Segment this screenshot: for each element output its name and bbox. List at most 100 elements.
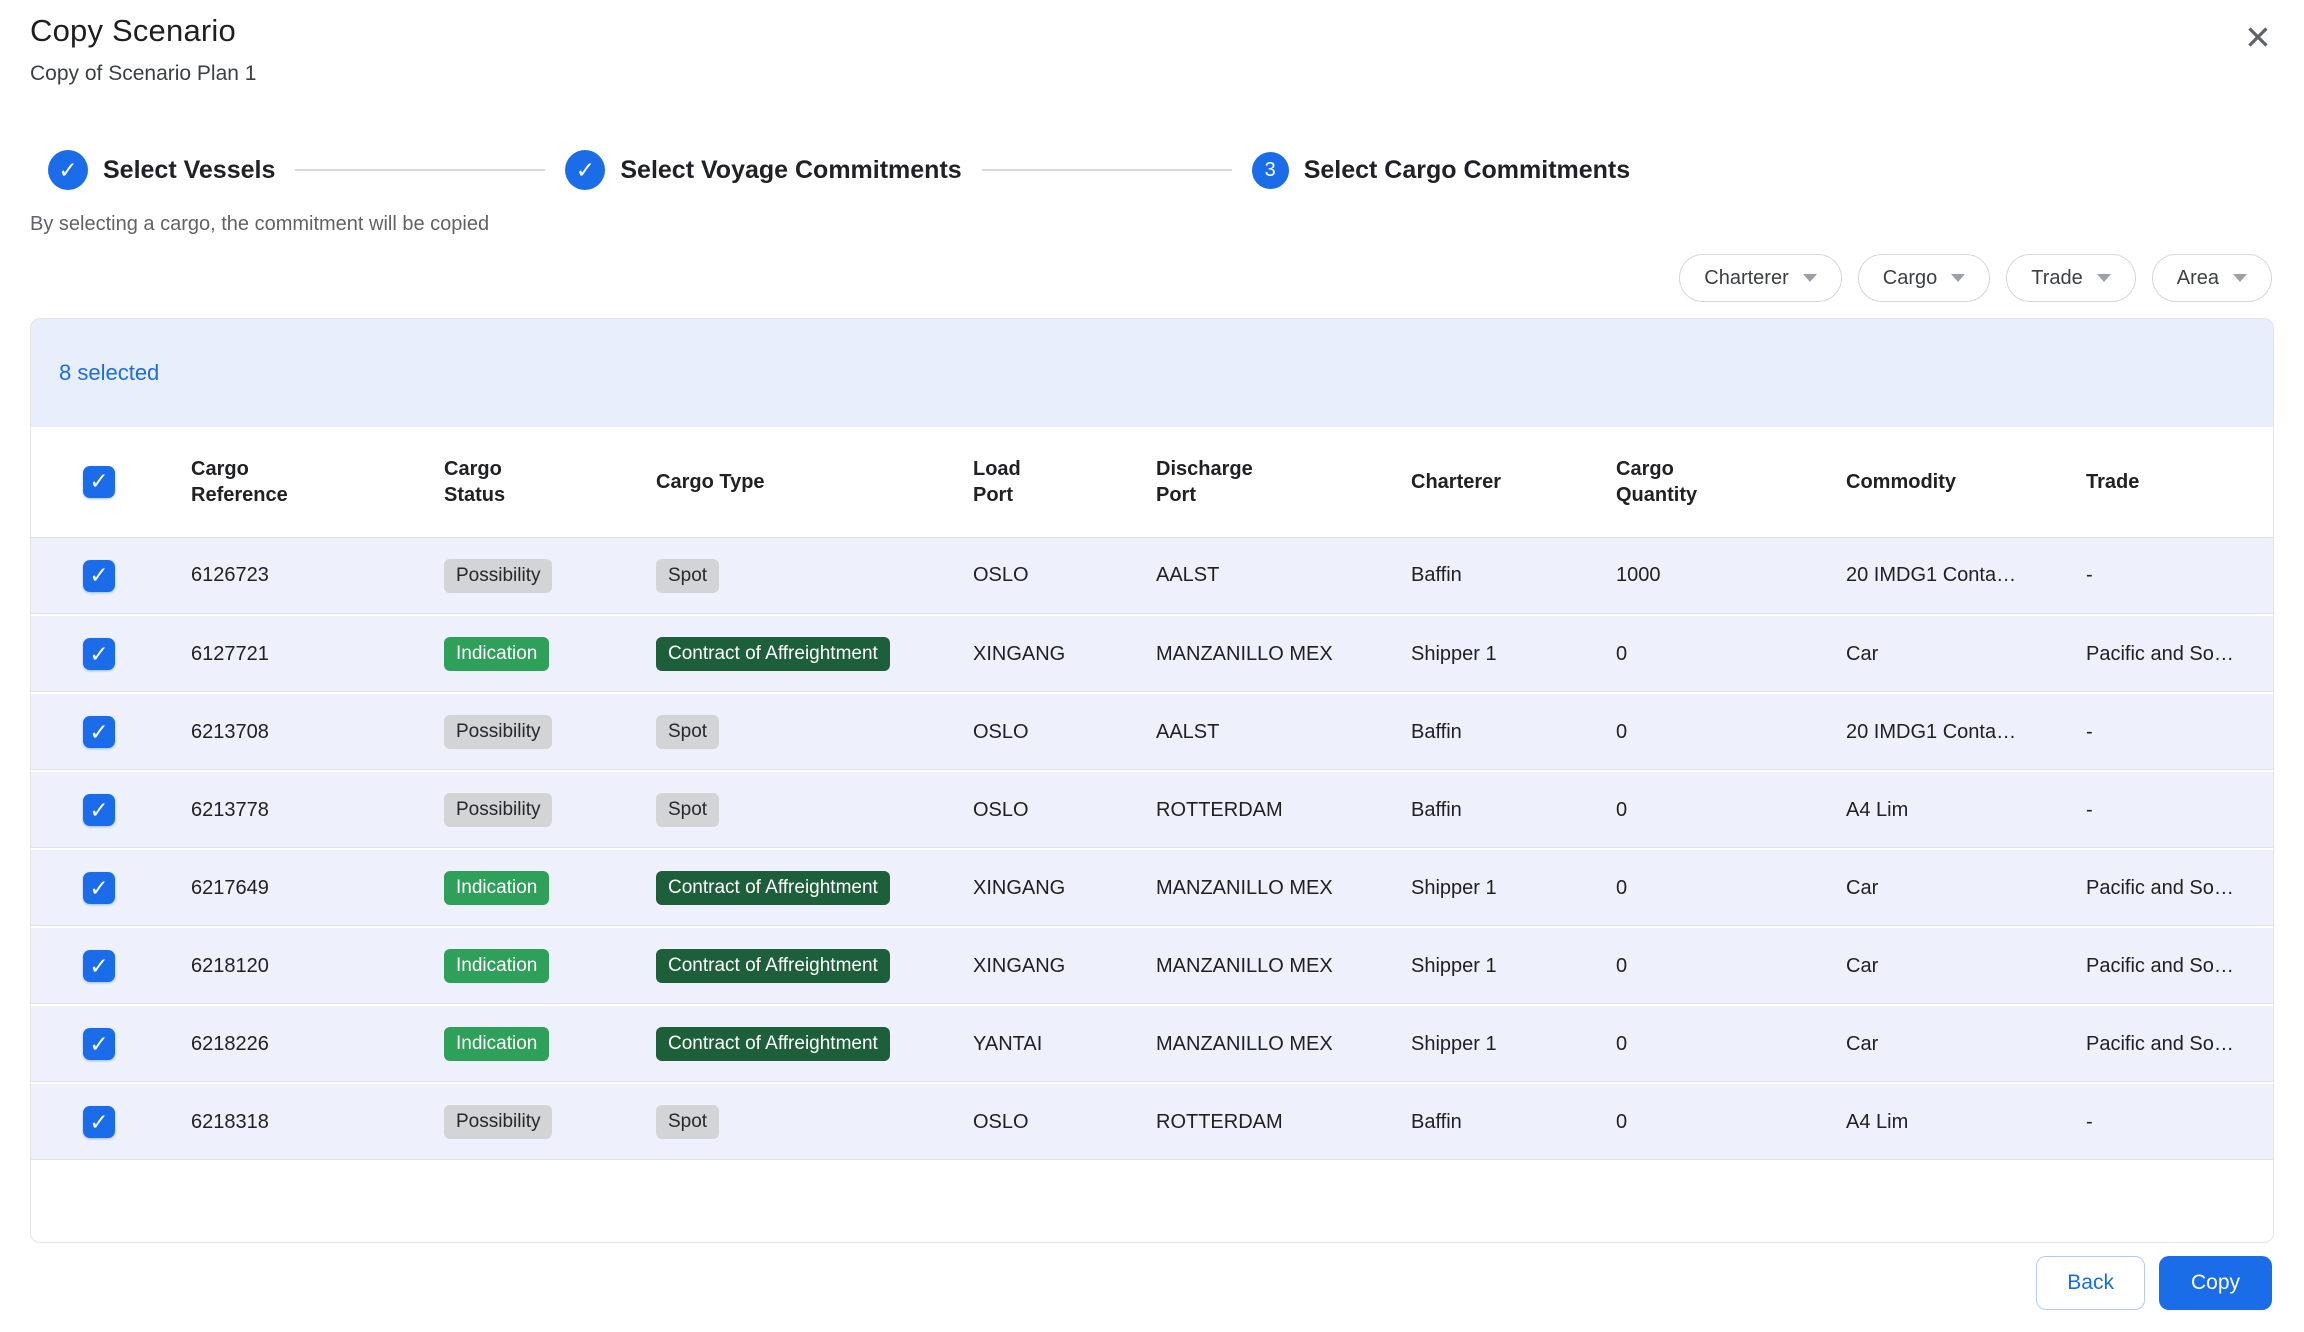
cell-cargo-status: Indication [444,615,656,693]
cell-cargo-type: Spot [656,693,973,771]
row-checkbox[interactable]: ✓ [83,1028,115,1060]
cell-cargo-quantity: 0 [1616,693,1846,771]
chevron-down-icon [1803,274,1817,282]
cell-cargo-type: Contract of Affreightment [656,615,973,693]
check-icon: ✓ [89,877,108,900]
column-header-charterer: Charterer [1411,427,1616,537]
cell-load-port: XINGANG [973,927,1156,1005]
cell-cargo-status: Possibility [444,537,656,615]
table-row[interactable]: ✓6213708PossibilitySpotOSLOAALSTBaffin02… [31,693,2273,771]
dialog-header: Copy Scenario Copy of Scenario Plan 1 [0,0,2304,86]
row-checkbox[interactable]: ✓ [83,950,115,982]
cell-discharge-port: MANZANILLO MEX [1156,615,1411,693]
cell-cargo-type: Contract of Affreightment [656,1005,973,1083]
copy-button[interactable]: Copy [2159,1256,2272,1310]
column-header-commodity: Commodity [1846,427,2086,537]
cell-discharge-port: MANZANILLO MEX [1156,927,1411,1005]
filter-cargo-button[interactable]: Cargo [1858,254,1990,302]
cell-trade: - [2086,693,2273,771]
cell-cargo-status: Possibility [444,771,656,849]
row-checkbox[interactable]: ✓ [83,638,115,670]
check-icon: ✓ [89,643,108,666]
cell-discharge-port: MANZANILLO MEX [1156,1005,1411,1083]
cell-cargo-type: Contract of Affreightment [656,927,973,1005]
cell-cargo-status: Indication [444,927,656,1005]
column-header-cargo-reference: Cargo Reference [191,427,444,537]
cell-commodity: 20 IMDG1 Conta… [1846,693,2086,771]
table-row[interactable]: ✓6217649IndicationContract of Affreightm… [31,849,2273,927]
cell-load-port: OSLO [973,1083,1156,1161]
cell-cargo-status: Possibility [444,693,656,771]
cell-cargo-quantity: 0 [1616,1005,1846,1083]
cell-commodity: Car [1846,615,2086,693]
filter-trade-button[interactable]: Trade [2006,254,2136,302]
check-icon: ✓ [89,470,108,493]
cell-trade: Pacific and So… [2086,1005,2273,1083]
cell-charterer: Shipper 1 [1411,849,1616,927]
cell-charterer: Shipper 1 [1411,927,1616,1005]
row-checkbox[interactable]: ✓ [83,716,115,748]
table-row[interactable]: ✓6213778PossibilitySpotOSLOROTTERDAMBaff… [31,771,2273,849]
select-all-checkbox[interactable]: ✓ [83,466,115,498]
step-label: Select Cargo Commitments [1304,156,1630,185]
step-select-voyage-commitments[interactable]: ✓ Select Voyage Commitments [565,150,961,190]
status-badge: Possibility [444,793,552,827]
row-checkbox[interactable]: ✓ [83,1106,115,1138]
cell-commodity: Car [1846,849,2086,927]
row-checkbox[interactable]: ✓ [83,872,115,904]
column-header-load-port: Load Port [973,427,1156,537]
cell-charterer: Baffin [1411,537,1616,615]
cell-discharge-port: AALST [1156,537,1411,615]
column-header-cargo-type: Cargo Type [656,427,973,537]
cell-cargo-reference: 6218318 [191,1083,444,1161]
stepper: ✓ Select Vessels ✓ Select Voyage Commitm… [48,150,2274,190]
cell-discharge-port: MANZANILLO MEX [1156,849,1411,927]
table-row[interactable]: ✓6126723PossibilitySpotOSLOAALSTBaffin10… [31,537,2273,615]
cell-cargo-status: Indication [444,849,656,927]
step-select-cargo-commitments[interactable]: 3 Select Cargo Commitments [1252,152,1630,189]
cell-charterer: Baffin [1411,771,1616,849]
selection-bar: 8 selected [31,319,2273,427]
check-icon: ✓ [89,564,108,587]
dialog-title: Copy Scenario [30,12,2274,50]
column-header-cargo-status: Cargo Status [444,427,656,537]
cell-trade: Pacific and So… [2086,615,2273,693]
table-row[interactable]: ✓6127721IndicationContract of Affreightm… [31,615,2273,693]
check-icon: ✓ [89,1111,108,1134]
check-icon: ✓ [89,955,108,978]
cell-trade: - [2086,537,2273,615]
cargo-table-card: 8 selected ✓ Cargo Reference Cargo Statu… [30,318,2274,1243]
cell-load-port: OSLO [973,693,1156,771]
cargo-table: ✓ Cargo Reference Cargo Status Cargo Typ… [31,427,2273,1162]
chevron-down-icon [2097,274,2111,282]
table-row[interactable]: ✓6218226IndicationContract of Affreightm… [31,1005,2273,1083]
step-connector [982,169,1232,171]
table-row[interactable]: ✓6218120IndicationContract of Affreightm… [31,927,2273,1005]
cell-load-port: OSLO [973,771,1156,849]
cell-commodity: 20 IMDG1 Conta… [1846,537,2086,615]
cell-load-port: OSLO [973,537,1156,615]
table-row[interactable]: ✓6218318PossibilitySpotOSLOROTTERDAMBaff… [31,1083,2273,1161]
filter-charterer-button[interactable]: Charterer [1679,254,1841,302]
row-checkbox[interactable]: ✓ [83,794,115,826]
cell-discharge-port: AALST [1156,693,1411,771]
cell-cargo-status: Possibility [444,1083,656,1161]
cell-commodity: Car [1846,927,2086,1005]
cargo-type-badge: Contract of Affreightment [656,949,890,983]
back-button[interactable]: Back [2036,1256,2145,1310]
step-select-vessels[interactable]: ✓ Select Vessels [48,150,275,190]
column-header-discharge-port: Discharge Port [1156,427,1411,537]
cell-charterer: Baffin [1411,693,1616,771]
column-header-cargo-quantity: Cargo Quantity [1616,427,1846,537]
cell-commodity: Car [1846,1005,2086,1083]
filter-area-button[interactable]: Area [2152,254,2272,302]
cell-cargo-type: Spot [656,771,973,849]
cargo-type-badge: Spot [656,715,719,749]
close-button[interactable]: ✕ [2236,16,2280,60]
cargo-type-badge: Contract of Affreightment [656,1027,890,1061]
cell-cargo-reference: 6217649 [191,849,444,927]
cell-cargo-quantity: 0 [1616,1083,1846,1161]
row-checkbox[interactable]: ✓ [83,560,115,592]
check-icon: ✓ [89,799,108,822]
chevron-down-icon [2233,274,2247,282]
